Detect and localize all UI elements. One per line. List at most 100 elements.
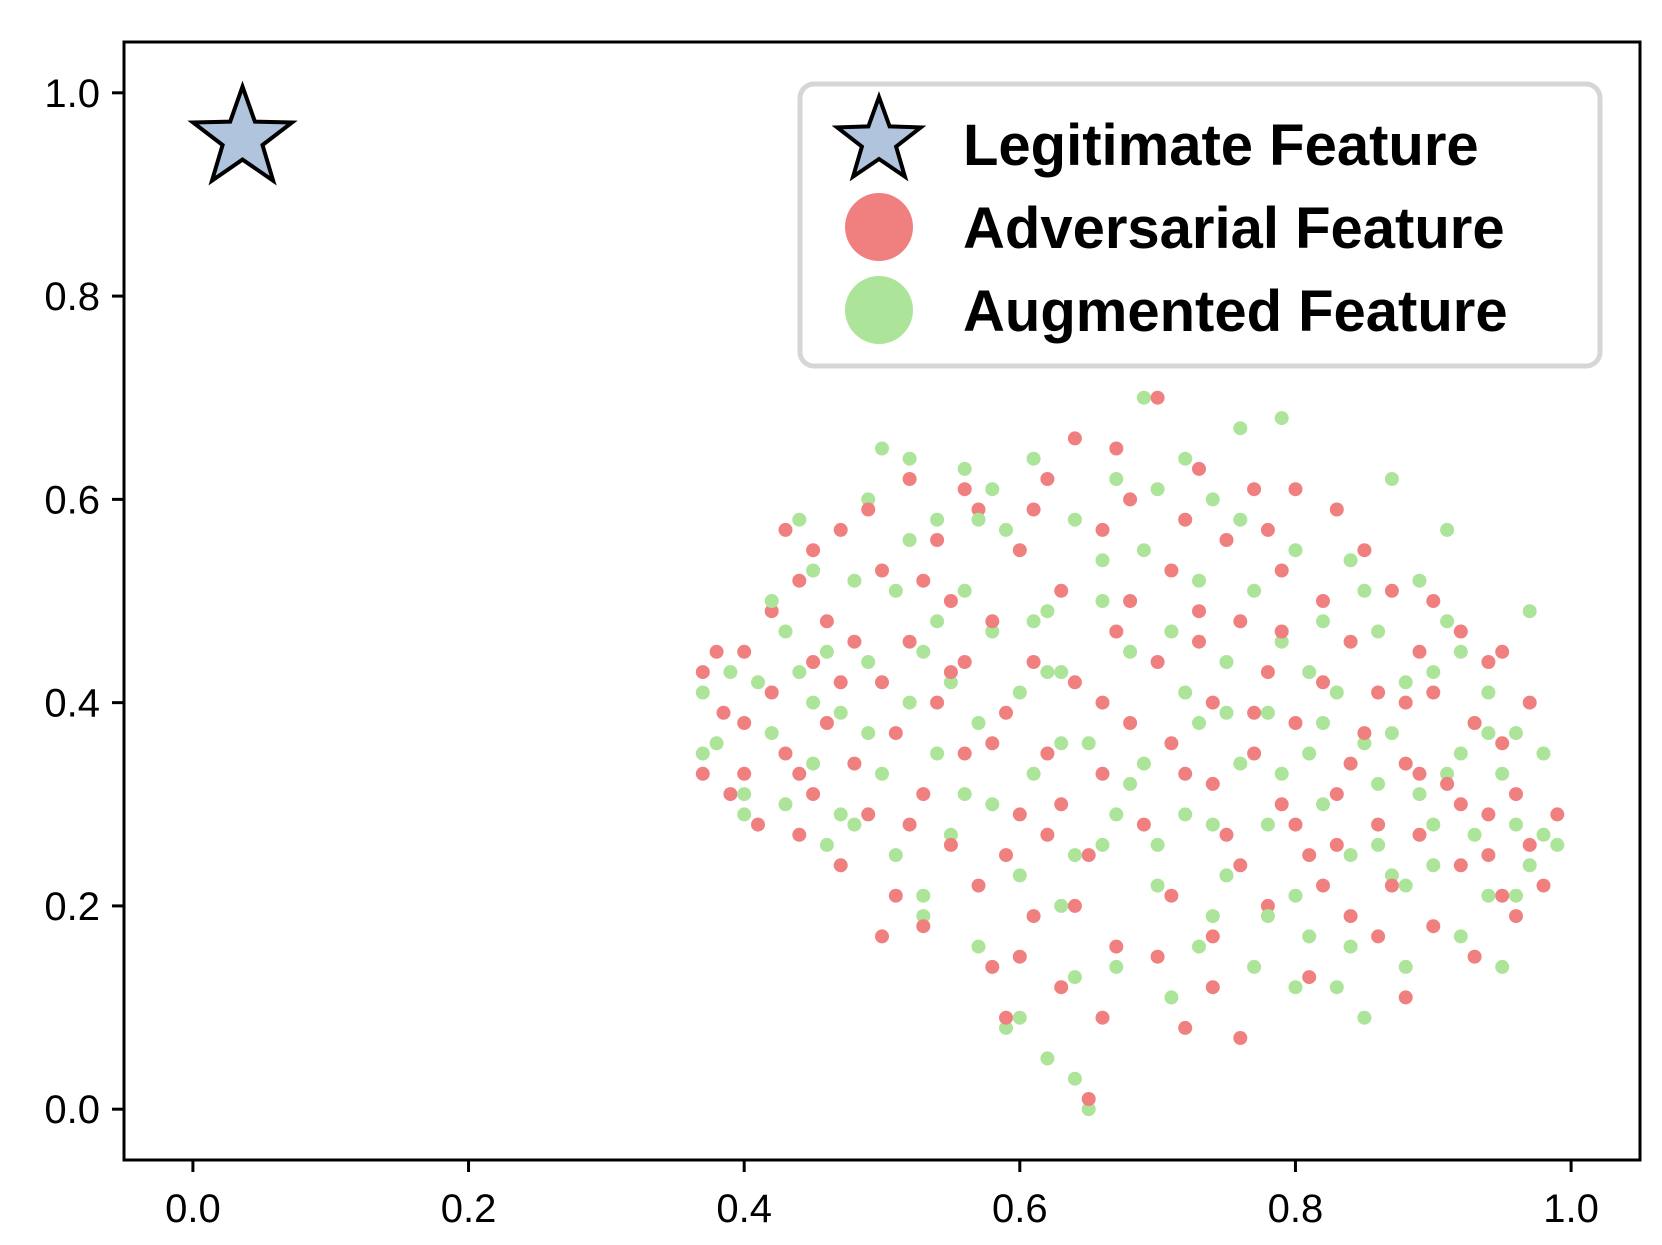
x-axis: 0.0 0.2 0.4 0.6 0.8 1.0 (165, 1160, 1599, 1231)
adversarial-point (737, 716, 752, 730)
augmented-point (1481, 685, 1496, 700)
augmented-point (737, 807, 752, 822)
adversarial-point (1095, 522, 1110, 537)
adversarial-point (806, 787, 821, 802)
augmented-point (1384, 868, 1399, 883)
adversarial-point (875, 563, 889, 578)
adversarial-point (1467, 949, 1482, 964)
adversarial-point (1040, 746, 1055, 761)
adversarial-point (1522, 837, 1537, 852)
augmented-point (1247, 959, 1262, 974)
adversarial-point (957, 482, 972, 497)
adversarial-point (1205, 980, 1220, 995)
adversarial-point (1440, 776, 1455, 791)
augmented-point (1426, 817, 1441, 832)
adversarial-point (1274, 797, 1289, 812)
augmented-point (1398, 878, 1413, 893)
augmented-point (1260, 705, 1275, 720)
adversarial-point (1178, 512, 1193, 527)
adversarial-point (1357, 543, 1372, 558)
augmented-point (985, 624, 1000, 639)
adversarial-point (695, 766, 710, 781)
augmented-point (1426, 665, 1441, 680)
augmented-point (888, 848, 903, 863)
augmented-point (999, 522, 1013, 537)
augmented-point (1371, 837, 1386, 852)
augmented-point (999, 1020, 1013, 1035)
augmented-point (1495, 766, 1510, 781)
augmented-point (764, 594, 779, 608)
adversarial-point (833, 522, 848, 537)
adversarial-point (806, 543, 821, 558)
augmented-point (819, 644, 834, 659)
adversarial-point (1260, 522, 1275, 537)
adversarial-point (1164, 563, 1179, 578)
augmented-point (1357, 1010, 1372, 1025)
adversarial-point (1054, 980, 1069, 995)
augmented-point (1012, 1010, 1027, 1025)
adversarial-point (1123, 492, 1138, 507)
augmented-point (1522, 604, 1537, 619)
augmented-point (1426, 858, 1441, 873)
augmented-point (1192, 573, 1206, 588)
adversarial-point (833, 858, 848, 873)
y-tick-label: 0.2 (44, 885, 100, 929)
adversarial-point (792, 573, 807, 588)
augmented-point (985, 797, 1000, 812)
augmented-point (1054, 736, 1069, 751)
augmented-point (1453, 929, 1468, 944)
adversarial-point (888, 726, 903, 741)
augmented-point (875, 766, 889, 781)
augmented-point (1495, 959, 1510, 974)
augmented-point (737, 787, 752, 802)
augmented-point (1329, 980, 1344, 995)
augmented-point (1260, 909, 1275, 924)
augmented-point (1371, 624, 1386, 639)
adversarial-point (1067, 431, 1082, 446)
adversarial-point (1040, 472, 1055, 486)
augmented-point (1274, 766, 1289, 781)
adversarial-point (1026, 655, 1041, 669)
adversarial-point (1495, 736, 1510, 751)
augmented-point (1205, 817, 1220, 832)
legend-box (797, 81, 1603, 369)
adversarial-point (833, 675, 848, 690)
augmented-point (1522, 858, 1537, 873)
adversarial-point (1522, 695, 1537, 710)
augmented-point (1219, 705, 1234, 720)
adversarial-point (1205, 695, 1220, 710)
augmented-point (1316, 716, 1330, 730)
legend-augmented-marker (845, 276, 913, 344)
augmented-point (1302, 746, 1317, 761)
augmented-point (1550, 837, 1565, 852)
adversarial-point (861, 502, 876, 517)
augmented-point (1067, 512, 1082, 527)
augmented-point (1371, 776, 1386, 791)
augmented-point (1205, 909, 1220, 924)
adversarial-point (792, 766, 807, 781)
adversarial-point (875, 929, 889, 944)
adversarial-point (1426, 919, 1441, 934)
adversarial-point (1150, 390, 1165, 405)
adversarial-point (943, 594, 958, 608)
augmented-point (1398, 959, 1413, 974)
adversarial-point (819, 614, 834, 629)
adversarial-point (1054, 583, 1069, 598)
adversarial-point (778, 522, 793, 537)
adversarial-point (1288, 817, 1303, 832)
adversarial-point (957, 655, 972, 669)
adversarial-point (1178, 766, 1193, 781)
augmented-point (1178, 807, 1193, 822)
y-tick-label: 1.0 (44, 72, 100, 116)
augmented-point (1440, 766, 1455, 781)
augmented-point (1012, 868, 1027, 883)
adversarial-point (1453, 858, 1468, 873)
augmented-point (1150, 482, 1165, 497)
adversarial-point (1040, 827, 1055, 842)
adversarial-point (847, 756, 862, 771)
augmented-point (1467, 827, 1482, 842)
legend-label-augmented: Augmented Feature (963, 279, 1508, 344)
adversarial-point (1012, 807, 1027, 822)
adversarial-point (902, 634, 917, 649)
adversarial-point (861, 807, 876, 822)
